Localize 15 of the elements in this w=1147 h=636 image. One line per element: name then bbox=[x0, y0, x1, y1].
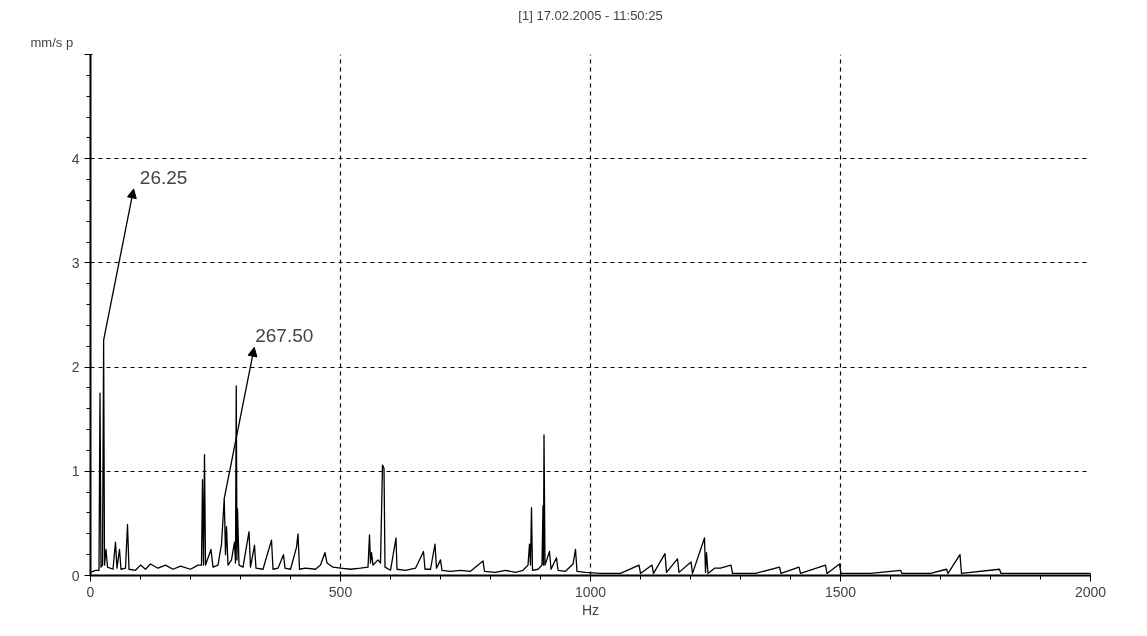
x-axis-title: Hz bbox=[581, 601, 600, 618]
x-tick-label: 2000 bbox=[1074, 583, 1107, 600]
y-axis-title: mm/s p bbox=[30, 34, 74, 50]
y-tick-label: 0 bbox=[71, 567, 80, 584]
x-tick-label: 500 bbox=[328, 583, 353, 600]
annotation: 267.50 bbox=[255, 325, 314, 347]
x-tick-label: 0 bbox=[86, 583, 95, 600]
y-tick-label: 3 bbox=[71, 254, 80, 271]
x-tick-label: 1500 bbox=[824, 583, 857, 600]
y-tick-label: 1 bbox=[71, 463, 80, 480]
y-tick-label: 4 bbox=[71, 150, 80, 167]
y-tick-label: 2 bbox=[71, 359, 80, 376]
chart-title: [1] 17.02.2005 - 11:50:25 bbox=[518, 7, 663, 23]
x-tick-label: 1000 bbox=[574, 583, 607, 600]
annotation: 26.25 bbox=[139, 166, 188, 188]
